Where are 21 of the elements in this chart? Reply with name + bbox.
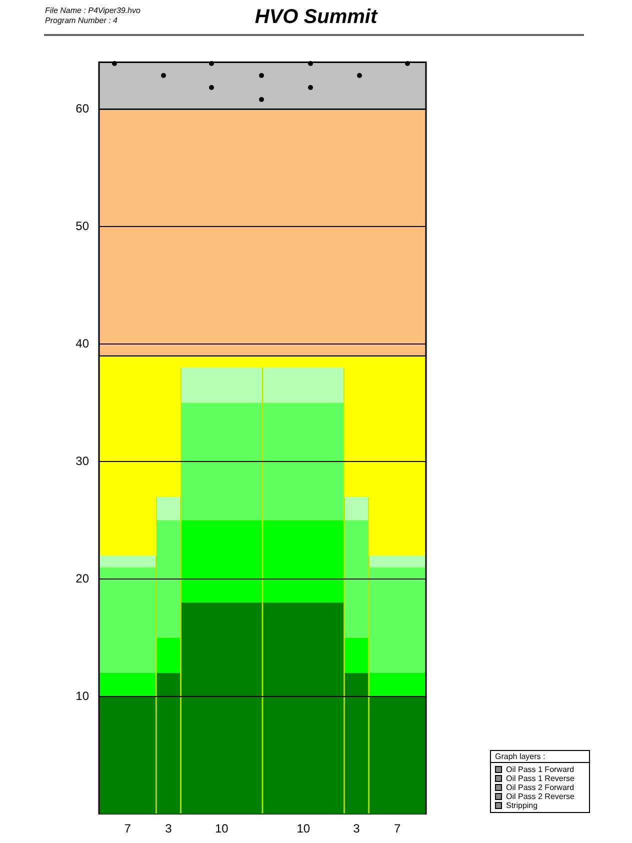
y-tick-label: 10	[76, 688, 90, 703]
x-tick-label: 7	[394, 822, 402, 836]
text: Oil Pass 1 Forward	[506, 765, 574, 774]
text: File Name : P4Viper39.hvo	[45, 6, 140, 16]
y-tick-label: 40	[76, 336, 90, 350]
x-tick-label: 3	[353, 822, 360, 836]
y-tick-label: 60	[76, 102, 90, 116]
text: Program Number : 4	[45, 16, 118, 26]
y-tick-label: 50	[76, 218, 90, 233]
text: Oil Pass 2 Forward	[506, 783, 574, 792]
x-tick-label: 3	[165, 822, 172, 836]
text: Stripping	[506, 801, 538, 810]
x-tick-label: 10	[296, 822, 310, 836]
text: Oil Pass 2 Reverse	[506, 792, 574, 801]
text: Oil Pass 1 Reverse	[506, 774, 574, 783]
text: Graph layers :	[491, 751, 589, 763]
y-tick-label: 20	[76, 571, 90, 586]
x-tick-label: 10	[214, 822, 229, 836]
y-tick-label: 30	[76, 454, 90, 468]
chart-title: HVO Summit	[254, 6, 378, 28]
x-tick-label: 7	[124, 822, 132, 836]
